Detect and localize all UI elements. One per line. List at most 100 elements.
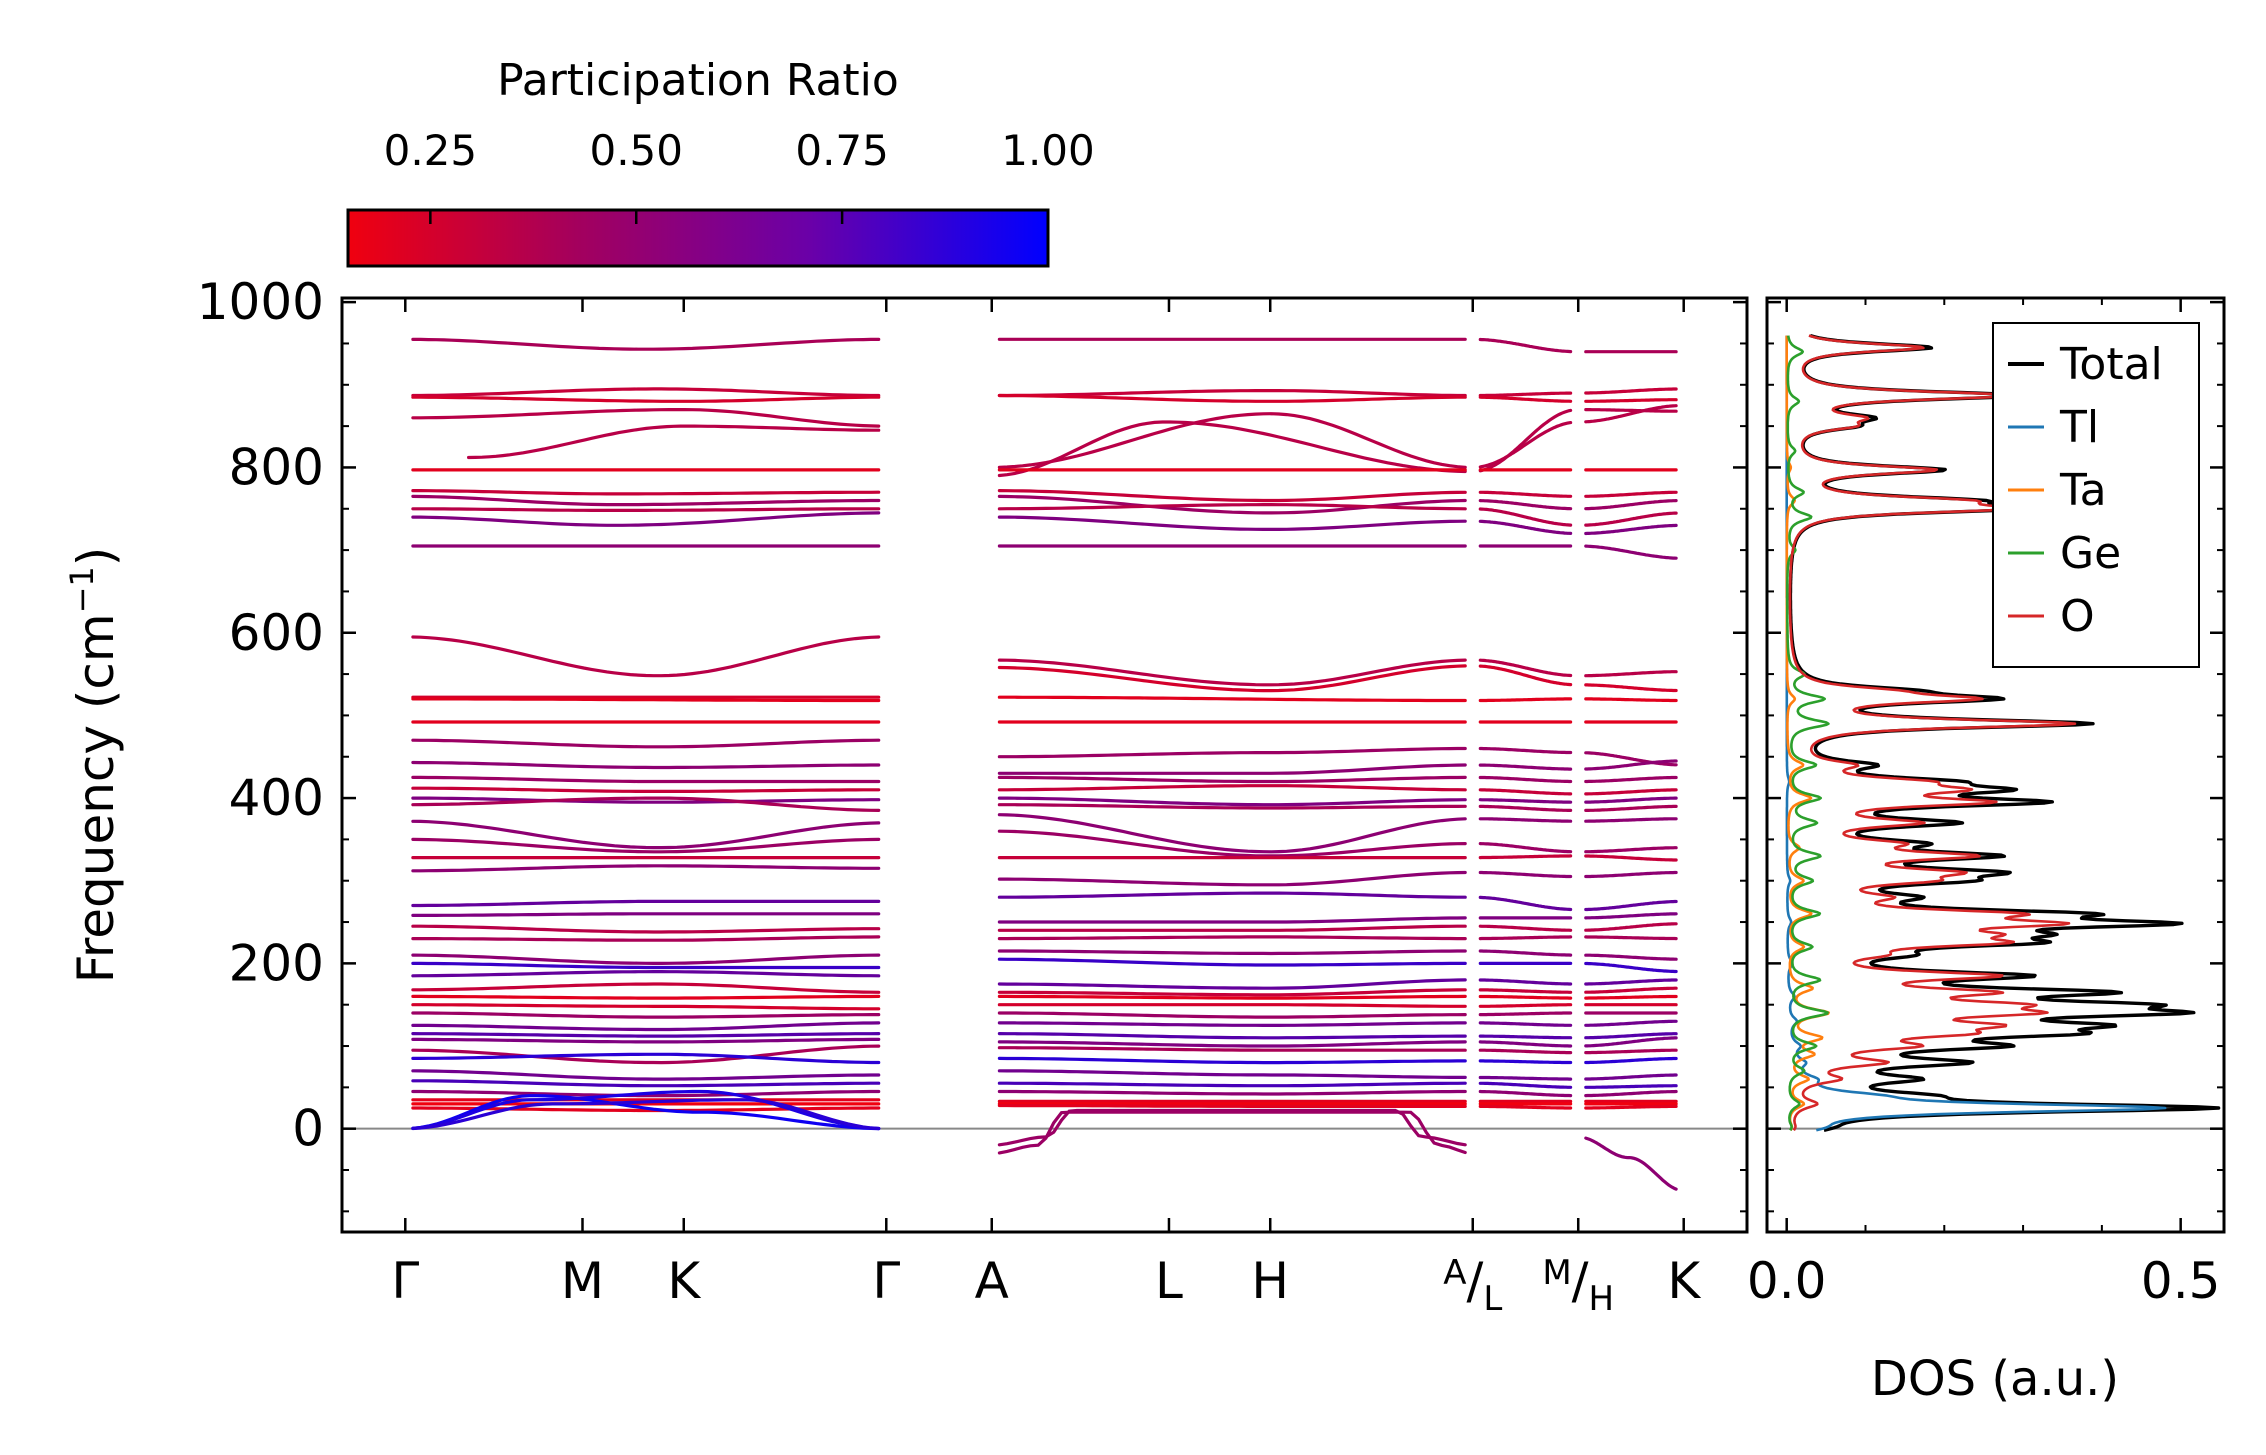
band-line xyxy=(997,1089,1467,1096)
band-line xyxy=(997,916,1467,924)
band-line xyxy=(411,1032,881,1038)
band-line xyxy=(1478,775,1573,784)
band-line xyxy=(1478,1059,1573,1065)
band-line xyxy=(1478,1011,1573,1017)
band-line xyxy=(1478,994,1573,1000)
band-line xyxy=(411,912,881,917)
band-line xyxy=(1478,1075,1573,1081)
band-line xyxy=(411,953,881,965)
dos-curve-o xyxy=(1788,334,2077,1132)
band-line xyxy=(1584,788,1678,796)
colorbar-tick-label: 0.75 xyxy=(795,126,889,175)
x-tick-label: A xyxy=(975,1252,1009,1310)
band-line xyxy=(997,870,1467,887)
band-line xyxy=(1478,1104,1573,1110)
band-line xyxy=(411,1079,881,1088)
band-line xyxy=(1478,817,1573,823)
band-line xyxy=(997,389,1467,398)
band-line xyxy=(411,1069,881,1081)
band-line xyxy=(997,1108,1467,1147)
band-line xyxy=(1584,854,1678,862)
band-line xyxy=(997,1110,1467,1155)
band-line xyxy=(411,935,881,942)
band-line xyxy=(997,891,1467,899)
band-line xyxy=(1584,490,1678,498)
band-line xyxy=(1478,1081,1573,1089)
band-line xyxy=(997,664,1467,693)
band-line xyxy=(411,1098,881,1131)
band-line xyxy=(411,337,881,351)
legend-label-ge: Ge xyxy=(2060,528,2121,579)
band-line xyxy=(1584,751,1678,767)
band-line xyxy=(1478,507,1573,527)
band-structure-frame xyxy=(340,296,1749,1234)
band-line xyxy=(1478,391,1573,398)
x-tick-label: K xyxy=(667,1252,701,1310)
band-line xyxy=(411,494,881,507)
band-line xyxy=(1478,788,1573,796)
band-line xyxy=(1478,664,1573,687)
band-line xyxy=(1584,922,1678,932)
band-line xyxy=(997,1011,1467,1019)
band-line xyxy=(997,935,1467,941)
legend-label-ta: Ta xyxy=(2059,465,2107,516)
band-line xyxy=(411,1052,881,1065)
band-line xyxy=(1478,421,1573,469)
band-line xyxy=(997,1046,1467,1052)
band-line xyxy=(1584,511,1678,527)
band-line xyxy=(1584,953,1678,961)
band-line xyxy=(411,819,881,850)
band-line xyxy=(1478,988,1573,994)
band-line xyxy=(411,775,881,784)
y-tick-label: 1000 xyxy=(197,273,324,331)
band-line xyxy=(997,695,1467,703)
y-tick-label: 400 xyxy=(229,769,324,827)
band-line xyxy=(1584,697,1678,703)
band-line xyxy=(997,957,1467,967)
band-line xyxy=(411,635,881,678)
band-line xyxy=(411,489,881,496)
dos-x-axis-label: DOS (a.u.) xyxy=(1871,1351,2119,1407)
band-line xyxy=(1584,1032,1678,1040)
band-line xyxy=(1584,817,1678,823)
band-line xyxy=(997,829,1467,858)
legend-label-o: O xyxy=(2060,591,2095,642)
band-line xyxy=(1584,670,1678,678)
band-line xyxy=(411,796,881,812)
band-line xyxy=(1478,798,1573,804)
band-line xyxy=(1584,961,1678,974)
band-line xyxy=(1584,796,1678,804)
band-line xyxy=(997,420,1467,478)
x-tick-label: Γ xyxy=(872,1252,900,1310)
y-tick-label: 800 xyxy=(229,438,324,496)
band-line xyxy=(1584,804,1678,812)
band-line xyxy=(1584,404,1678,424)
band-line xyxy=(1478,1089,1573,1098)
band-line xyxy=(997,813,1467,854)
band-line xyxy=(1584,978,1678,986)
x-tick-label: K xyxy=(1667,1252,1701,1310)
band-line xyxy=(1478,1040,1573,1048)
band-line xyxy=(997,796,1467,807)
band-line xyxy=(411,1011,881,1019)
band-line xyxy=(997,1069,1467,1079)
band-line xyxy=(997,494,1467,515)
band-line xyxy=(1478,804,1573,812)
band-line xyxy=(1584,398,1678,403)
band-line xyxy=(1584,387,1678,395)
band-line xyxy=(1584,870,1678,879)
dos-curve-ge xyxy=(1785,335,1830,1131)
dos-curve-ta xyxy=(1785,335,1830,1131)
band-line xyxy=(1584,1073,1678,1081)
band-line xyxy=(1478,842,1573,854)
dos-frame xyxy=(1765,296,2226,1234)
band-line xyxy=(1478,763,1573,771)
band-line xyxy=(1478,1021,1573,1027)
band-line xyxy=(411,738,881,749)
band-line xyxy=(997,1040,1467,1048)
band-line xyxy=(997,515,1467,531)
band-line xyxy=(1478,395,1573,403)
band-line xyxy=(1584,1084,1678,1089)
colorbar: Participation Ratio 0.25 0.50 0.75 1.00 xyxy=(346,55,1095,268)
